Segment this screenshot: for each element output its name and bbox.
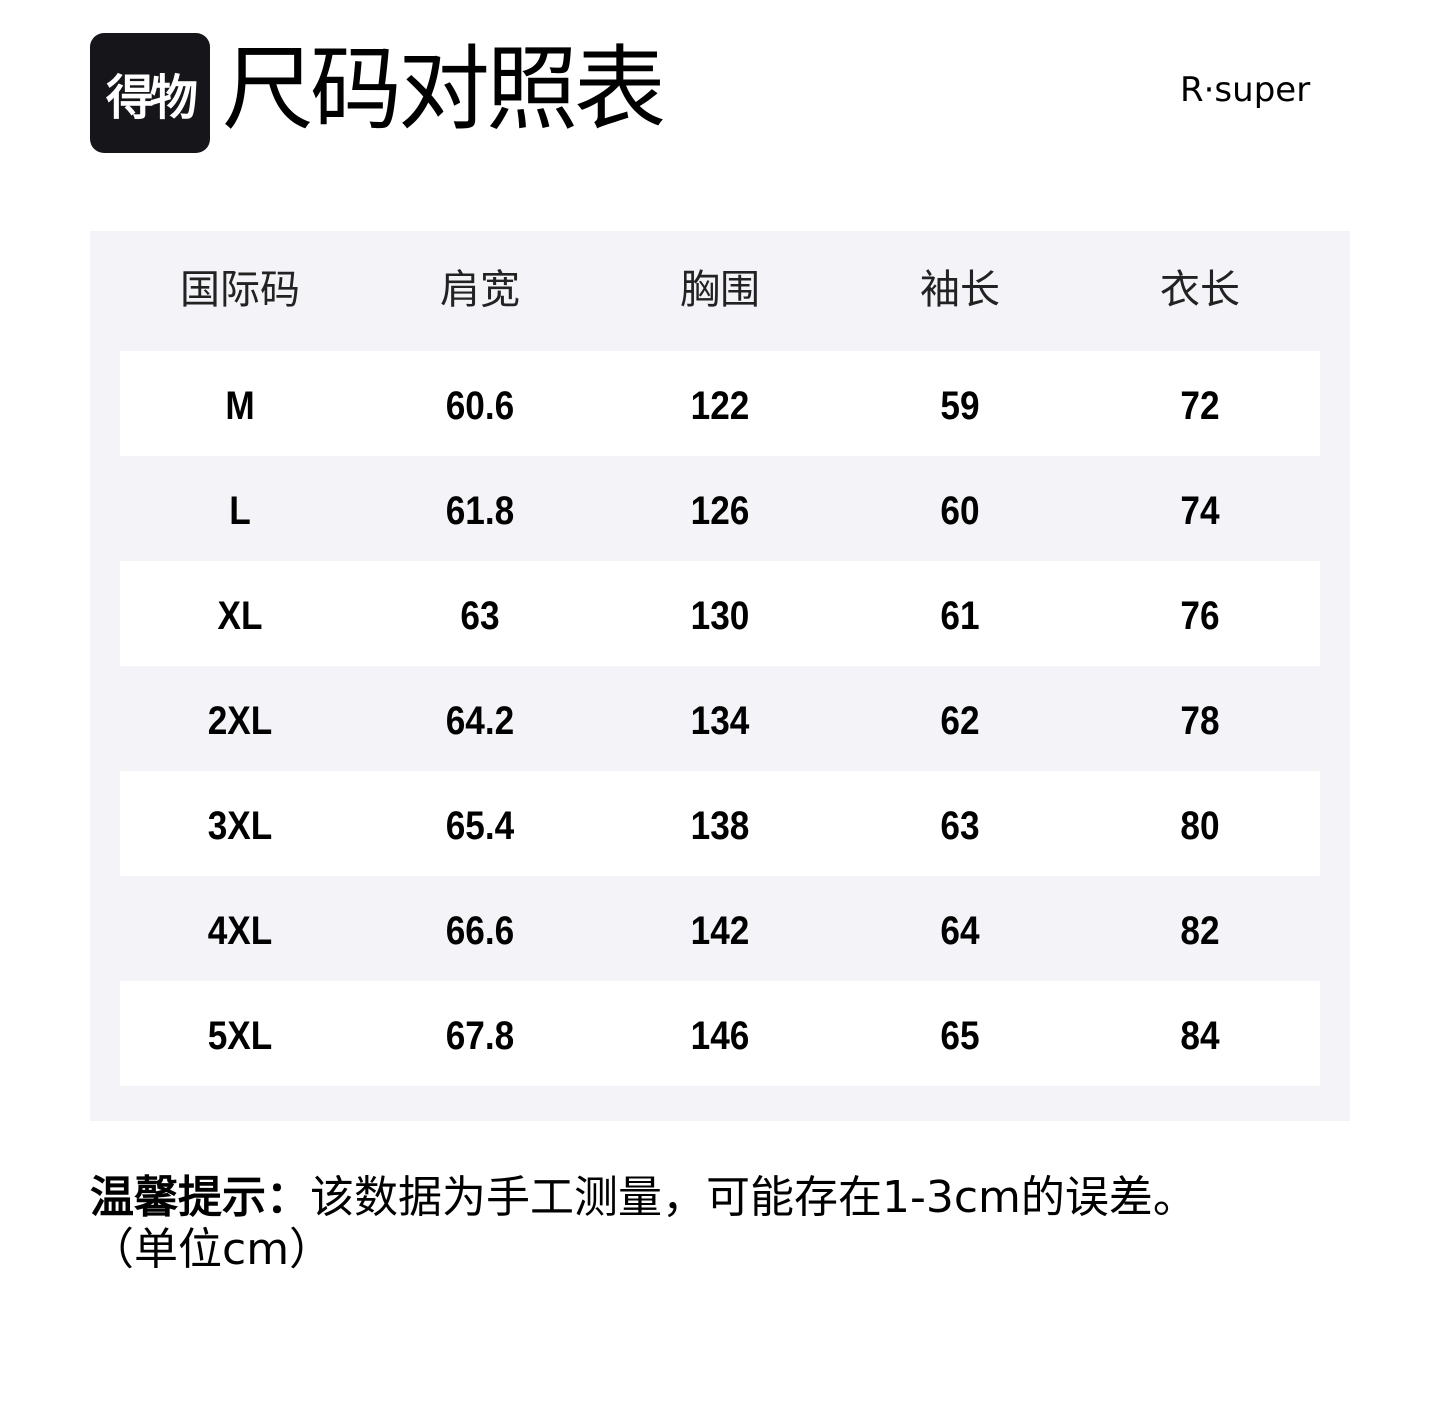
table-row: XL 63 130 61 76 <box>120 561 1320 666</box>
table-cell: 84 <box>1180 1014 1220 1058</box>
table-cell: 138 <box>690 804 750 848</box>
table-cell: 82 <box>1180 909 1220 953</box>
table-cell: M <box>225 384 255 428</box>
column-header: 衣长 <box>1160 267 1240 313</box>
table-cell: 61.8 <box>445 489 515 533</box>
note-label: 温馨提示： <box>90 1172 310 1223</box>
logo-text: 得物 <box>105 70 198 126</box>
table-cell: 61 <box>940 594 980 638</box>
column-header: 肩宽 <box>440 267 520 313</box>
table-row: 5XL 67.8 146 65 84 <box>120 981 1320 1086</box>
table-row: L 61.8 126 60 74 <box>120 456 1320 561</box>
table-cell: 126 <box>690 489 750 533</box>
table-header: 国际码 肩宽 胸围 袖长 衣长 <box>120 231 1320 351</box>
brand-logo: R·super <box>1180 70 1311 110</box>
table-cell: 3XL <box>207 804 273 848</box>
table-cell: 65 <box>940 1014 980 1058</box>
column-header: 国际码 <box>180 267 300 313</box>
size-table: 国际码 肩宽 胸围 袖长 衣长 M 60.6 122 59 72 L 61.8 126 60 74 XL 63… <box>90 231 1350 1121</box>
column-header: 胸围 <box>680 267 760 313</box>
note-text: 该数据为手工测量，可能存在1-3cm的误差。 <box>310 1172 1197 1223</box>
table-cell: 80 <box>1180 804 1220 848</box>
table-cell: 59 <box>940 384 980 428</box>
table-row: M 60.6 122 59 72 <box>120 351 1320 456</box>
table-cell: 122 <box>690 384 750 428</box>
table-cell: 146 <box>690 1014 750 1058</box>
table-cell: 4XL <box>207 909 273 953</box>
table-cell: XL <box>217 594 263 638</box>
table-cell: 78 <box>1180 699 1220 743</box>
table-cell: 67.8 <box>445 1014 515 1058</box>
table-cell: 66.6 <box>445 909 515 953</box>
table-row: 4XL 66.6 142 64 82 <box>120 876 1320 981</box>
table-cell: 142 <box>690 909 750 953</box>
table-row: 3XL 65.4 138 63 80 <box>120 771 1320 876</box>
table-cell: 65.4 <box>445 804 515 848</box>
table-cell: 60 <box>940 489 980 533</box>
table-cell: 72 <box>1180 384 1220 428</box>
dewu-logo: 得物 <box>90 33 210 153</box>
table-cell: L <box>229 489 251 533</box>
table-cell: 63 <box>460 594 500 638</box>
table-cell: 134 <box>690 699 750 743</box>
table-cell: 63 <box>940 804 980 848</box>
table-cell: 64 <box>940 909 980 953</box>
table-cell: 74 <box>1180 489 1220 533</box>
note-unit: （单位cm） <box>90 1224 334 1275</box>
table-cell: 60.6 <box>445 384 515 428</box>
table-cell: 2XL <box>207 699 273 743</box>
table-cell: 76 <box>1180 594 1220 638</box>
table-cell: 5XL <box>207 1014 273 1058</box>
column-header: 袖长 <box>920 267 1000 313</box>
table-body: M 60.6 122 59 72 L 61.8 126 60 74 XL 63 130 61 76 2XL 64… <box>120 351 1320 1086</box>
note: 温馨提示：该数据为手工测量，可能存在1-3cm的误差。 （单位cm） <box>90 1172 1197 1276</box>
table-cell: 130 <box>690 594 750 638</box>
table-cell: 62 <box>940 699 980 743</box>
page-title: 尺码对照表 <box>222 36 666 143</box>
table-row: 2XL 64.2 134 62 78 <box>120 666 1320 771</box>
table-cell: 64.2 <box>445 699 515 743</box>
